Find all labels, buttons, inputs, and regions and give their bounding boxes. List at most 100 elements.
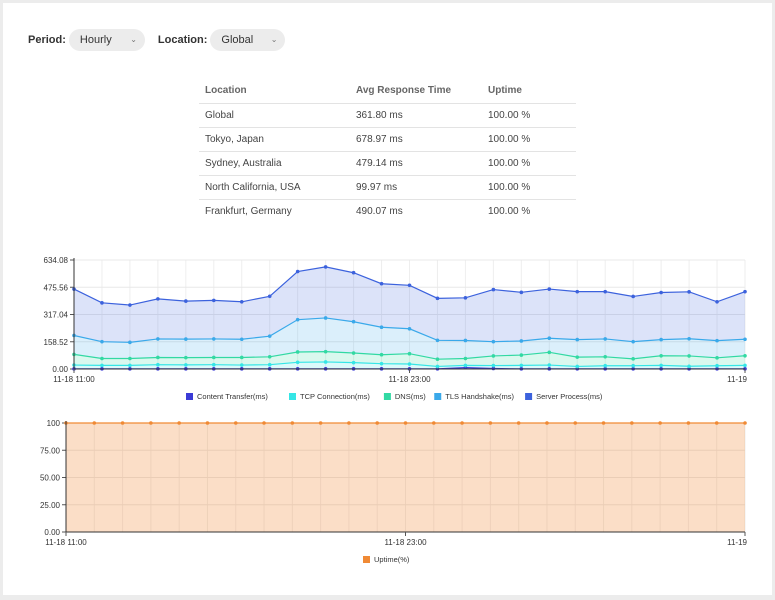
column-header-location: Location — [199, 78, 350, 104]
data-point — [686, 421, 691, 425]
table-row: Frankfurt, Germany 490.07 ms 100.00 % — [199, 200, 576, 224]
data-point — [128, 356, 132, 361]
data-point — [211, 337, 216, 341]
location-select[interactable]: Global ⌄ — [210, 29, 286, 51]
data-point — [659, 337, 663, 342]
data-point — [715, 356, 719, 360]
legend-swatch — [525, 393, 533, 400]
cell-location: Frankfurt, Germany — [205, 206, 292, 217]
data-point — [184, 299, 188, 303]
data-point — [177, 421, 181, 425]
chevron-down-icon: ⌄ — [270, 35, 278, 44]
data-point — [491, 354, 496, 358]
data-point — [267, 294, 272, 299]
data-point — [460, 421, 464, 425]
location-stats-table: Location Avg Response Time Uptime Global… — [199, 78, 576, 223]
table-row: North California, USA 99.97 ms 100.00 % — [199, 175, 576, 200]
response-time-chart: 0.00 158.52 317.04 475.56 634.08 11-18 11:00 1… — [44, 256, 748, 401]
location-label: Location: — [157, 34, 208, 46]
data-point — [630, 421, 634, 425]
data-point — [603, 354, 608, 359]
data-point — [407, 326, 412, 331]
data-point — [239, 299, 244, 304]
data-point — [149, 421, 153, 425]
data-point — [519, 353, 524, 357]
data-point — [211, 298, 216, 303]
data-point — [100, 339, 104, 344]
data-point — [435, 296, 440, 301]
data-point — [463, 363, 468, 368]
x-tick-label: 11-18 11:00 — [53, 375, 95, 384]
data-point — [100, 363, 104, 368]
data-point — [156, 337, 160, 341]
data-point — [463, 356, 468, 361]
data-point — [603, 363, 608, 368]
data-point — [743, 289, 747, 294]
series-area — [66, 423, 745, 532]
filter-bar: Period: Hourly ⌄ Location: Global ⌄ — [28, 29, 286, 51]
data-point — [184, 337, 188, 341]
data-point — [351, 351, 356, 355]
data-point — [351, 360, 356, 365]
y-tick-label: 158.52 — [44, 338, 69, 347]
cell-location: Sydney, Australia — [199, 151, 350, 176]
period-select[interactable]: Hourly ⌄ — [68, 29, 145, 51]
data-point — [603, 337, 608, 341]
data-point — [233, 421, 238, 425]
data-point — [128, 363, 132, 368]
data-point — [379, 361, 384, 366]
data-point — [239, 337, 244, 342]
data-point — [488, 421, 493, 425]
column-header-avg-response-time: Avg Response Time — [350, 78, 482, 104]
legend-label: TLS Handshake(ms) — [445, 392, 514, 401]
legend-swatch — [383, 393, 391, 400]
data-point — [323, 265, 328, 269]
data-point — [573, 421, 578, 425]
legend-swatch — [289, 393, 296, 400]
data-point — [658, 421, 662, 425]
data-point — [743, 363, 747, 368]
data-point — [323, 360, 328, 364]
legend-label: Uptime(%) — [374, 555, 410, 564]
data-point — [491, 363, 496, 368]
data-point — [375, 421, 380, 425]
cell-avg-response-time: 361.80 ms — [350, 103, 482, 128]
y-tick-label: 0.00 — [44, 528, 60, 537]
data-point — [92, 421, 97, 425]
period-label: Period: — [28, 34, 66, 46]
data-point — [435, 364, 440, 369]
data-point — [435, 338, 440, 343]
data-point — [239, 363, 244, 367]
data-point — [128, 340, 132, 345]
data-point — [743, 353, 747, 358]
data-point — [379, 281, 384, 286]
cell-location: North California, USA — [199, 175, 350, 200]
y-tick-label: 25.00 — [40, 501, 61, 510]
data-point — [743, 421, 747, 425]
data-point — [323, 349, 328, 354]
chart-legend: Content Transfer(ms) TCP Connection(ms) DN… — [186, 392, 603, 401]
data-point — [267, 334, 272, 338]
table-row: Global 361.80 ms 100.00 % — [199, 103, 576, 128]
table-header-row: Location Avg Response Time Uptime — [199, 78, 576, 104]
y-tick-label: 317.04 — [44, 311, 69, 320]
y-tick-label: 475.56 — [44, 283, 69, 292]
data-point — [659, 363, 663, 368]
cell-uptime: 100.00 % — [482, 175, 576, 200]
period-select-value: Hourly — [79, 34, 112, 46]
data-point — [295, 317, 300, 322]
data-point — [547, 336, 552, 341]
x-tick-label: 11-19 — [727, 538, 747, 547]
data-point — [519, 290, 524, 295]
data-point — [323, 316, 328, 320]
series-area — [74, 317, 745, 360]
data-point — [128, 303, 132, 307]
y-tick-label: 0.00 — [52, 365, 68, 374]
x-tick-label: 11-18 23:00 — [384, 538, 427, 547]
data-point — [379, 352, 384, 357]
data-point — [519, 363, 524, 368]
cell-location: Global — [199, 103, 350, 128]
data-point — [547, 350, 552, 355]
data-point — [205, 421, 210, 425]
